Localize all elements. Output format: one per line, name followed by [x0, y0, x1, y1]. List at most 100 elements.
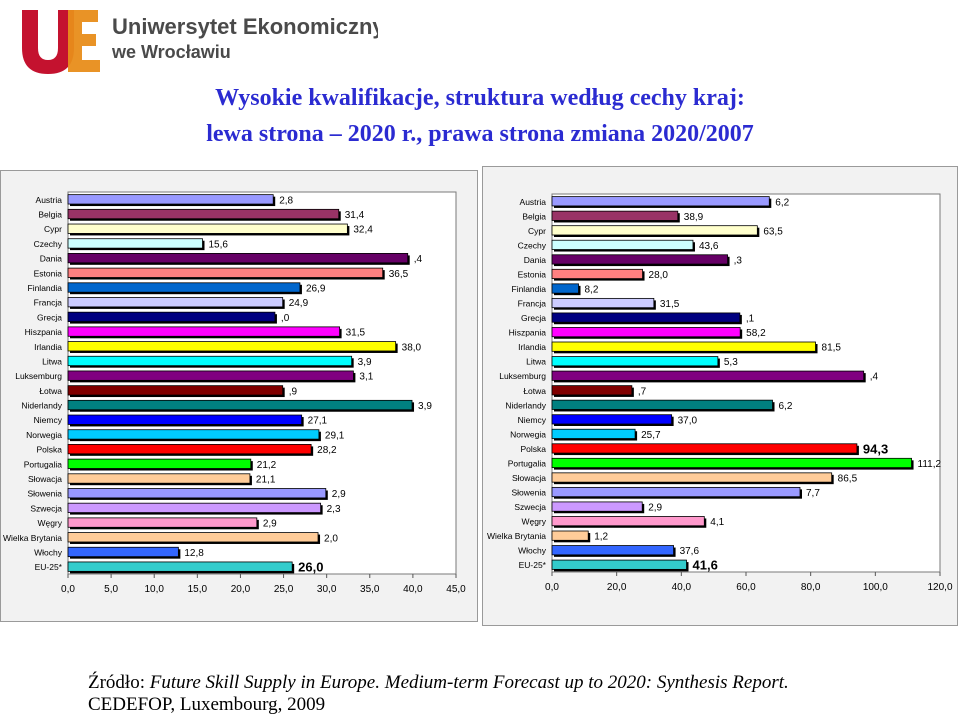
chart0-category-label-21: Szwecja	[30, 503, 62, 513]
source-title: Future Skill Supply in Europe. Medium-te…	[149, 672, 789, 693]
chart0-category-label-10: Irlandia	[34, 342, 62, 352]
chart0-category-label-19: Słowacja	[28, 474, 62, 484]
chart0-bar-6	[67, 282, 301, 293]
chart0-category-label-6: Finlandia	[28, 283, 63, 293]
chart1-xtick-label-5: 100,0	[863, 582, 888, 593]
chart1-bar-4	[551, 254, 728, 265]
chart0-data-label-5: 36,5	[389, 269, 409, 280]
chart0-category-label-23: Wielka Brytania	[3, 533, 62, 543]
chart1-category-label-2: Cypr	[528, 226, 546, 236]
chart1-category-label-3: Czechy	[518, 240, 547, 250]
chart0-data-label-22: 2,9	[263, 519, 277, 530]
chart0-category-label-24: Włochy	[34, 547, 63, 557]
chart0-data-label-17: 28,2	[317, 445, 337, 456]
chart0-data-label-3: 15,6	[209, 239, 229, 250]
chart0-data-label-11: 3,9	[358, 357, 372, 368]
chart1-data-label-5: 28,0	[649, 270, 669, 281]
chart1-data-label-9: 58,2	[746, 328, 766, 339]
chart1-bar-24	[551, 545, 674, 556]
chart1-data-label-6: 8,2	[585, 285, 599, 296]
chart1-data-label-17: 94,3	[863, 441, 888, 456]
chart1-category-label-18: Portugalia	[508, 458, 547, 468]
chart0-bar-14	[67, 399, 413, 411]
chart1-xtick-label-6: 120,0	[927, 582, 952, 593]
chart0-data-label-7: 24,9	[289, 298, 309, 309]
chart0-category-label-20: Słowenia	[28, 489, 63, 499]
chart1-bar-11	[551, 356, 719, 367]
source-publisher: CEDEFOP, Luxembourg, 2009	[88, 694, 326, 715]
chart1-category-label-14: Niderlandy	[505, 400, 546, 410]
chart0-data-label-19: 21,1	[256, 475, 276, 486]
chart0-category-label-0: Austria	[36, 195, 63, 205]
chart1-bar-15	[551, 414, 673, 425]
chart0-data-label-18: 21,2	[257, 460, 277, 471]
chart1-bar-12	[551, 370, 865, 381]
chart0-data-label-1: 31,4	[345, 210, 365, 221]
chart0-data-label-10: 38,0	[402, 342, 422, 353]
chart0-bar-10	[67, 341, 397, 352]
chart1-data-label-4: ,3	[734, 255, 743, 266]
chart0-data-label-14: 3,9	[418, 401, 432, 412]
chart0-xtick-label-2: 10,0	[144, 584, 164, 595]
chart1-bar-7	[551, 297, 655, 309]
chart0-data-label-2: 32,4	[353, 225, 373, 236]
chart0-xtick-label-8: 40,0	[403, 584, 423, 595]
chart0-category-label-25: EU-25*	[35, 562, 63, 572]
chart1-bar-9	[551, 327, 741, 338]
chart1-xtick-label-2: 40,0	[672, 582, 692, 593]
chart1-bar-8	[551, 312, 741, 323]
chart0-xtick-label-7: 35,0	[360, 584, 380, 595]
chart0-category-label-9: Hiszpania	[25, 327, 63, 337]
chart0-bar-9	[67, 326, 341, 337]
chart0-xtick-label-6: 30,0	[317, 584, 337, 595]
chart0-data-label-25: 26,0	[298, 560, 323, 575]
chart1-category-label-23: Wielka Brytania	[487, 531, 546, 541]
chart0-category-label-8: Grecja	[37, 312, 62, 322]
chart0-category-label-13: Łotwa	[39, 386, 62, 396]
chart0-category-label-11: Litwa	[42, 356, 62, 366]
chart0-bar-21	[67, 502, 322, 513]
chart1-xtick-label-4: 80,0	[801, 582, 821, 593]
chart1-category-label-7: Francja	[518, 299, 547, 309]
chart0-data-label-4: ,4	[414, 254, 423, 265]
chart1-category-label-25: EU-25*	[519, 560, 547, 570]
chart0-data-label-6: 26,9	[306, 284, 326, 295]
source-prefix: Źródło:	[88, 672, 150, 693]
chart1-data-label-0: 6,2	[775, 197, 789, 208]
logo-name-line2: we Wrocławiu	[111, 42, 231, 62]
chart0-bar-22	[67, 517, 258, 528]
chart0-data-label-8: ,0	[281, 313, 290, 324]
chart0-bar-19	[67, 473, 251, 484]
chart0-xtick-label-5: 25,0	[274, 584, 294, 595]
slide-title-line2: lewa strona – 2020 r., prawa strona zmia…	[206, 121, 754, 147]
chart1-category-label-20: Słowenia	[512, 488, 547, 498]
chart1-data-label-7: 31,5	[660, 299, 680, 310]
chart0-category-label-7: Francja	[34, 298, 63, 308]
chart1-xtick-label-0: 0,0	[545, 582, 559, 593]
chart0-bar-24	[67, 546, 179, 558]
chart1-data-label-18: 111,2	[918, 459, 942, 470]
chart0-xtick-label-9: 45,0	[446, 584, 466, 595]
chart1-bar-5	[551, 268, 643, 280]
chart0-bar-23	[67, 532, 319, 543]
chart1-xtick-label-3: 60,0	[736, 582, 756, 593]
chart1-xtick-label-1: 20,0	[607, 582, 627, 593]
chart0-category-label-14: Niderlandy	[21, 401, 62, 411]
chart1-bar-16	[551, 428, 636, 439]
source-note: Źródło: Future Skill Supply in Europe. M…	[88, 672, 789, 716]
chart0-bar-18	[67, 458, 252, 469]
chart1-bar-2	[551, 225, 758, 236]
chart1-category-label-21: Szwecja	[514, 502, 546, 512]
chart1-data-label-14: 6,2	[779, 401, 793, 412]
chart1-bar-10	[551, 341, 816, 352]
chart1-data-label-16: 25,7	[641, 430, 661, 441]
chart0-bar-3	[67, 238, 203, 249]
chart0-data-label-21: 2,3	[327, 504, 341, 515]
chart1-data-label-12: ,4	[870, 372, 879, 383]
chart1-bar-6	[551, 283, 579, 294]
chart1-data-label-10: 81,5	[822, 343, 842, 354]
chart0-bar-11	[67, 355, 353, 367]
chart1-category-label-6: Finlandia	[512, 284, 547, 294]
chart1-bar-18	[551, 457, 912, 469]
chart1-bar-3	[551, 239, 694, 250]
